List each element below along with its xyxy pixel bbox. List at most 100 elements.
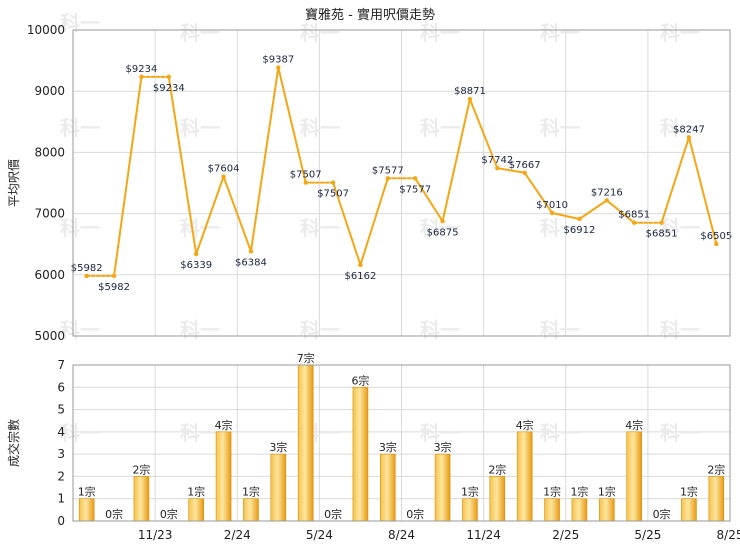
line-point[interactable]: [139, 74, 144, 80]
line-point[interactable]: [111, 273, 117, 279]
line-segment: [578, 199, 608, 220]
bar[interactable]: [133, 476, 150, 522]
watermark-text: 科一: [180, 318, 220, 342]
line-point[interactable]: [358, 262, 363, 268]
line-point[interactable]: [577, 216, 582, 222]
top-y-tick-label: 5000: [34, 329, 65, 343]
watermark-text: 科一: [420, 216, 460, 240]
watermark-text: 科一: [180, 421, 220, 445]
bottom-y-tick-label: 1: [57, 492, 65, 506]
line-value-label: $6912: [564, 225, 596, 236]
bar[interactable]: [489, 476, 506, 522]
line-point[interactable]: [686, 135, 692, 140]
watermark-text: 科一: [60, 116, 100, 140]
x-tick-label: 2/25: [552, 528, 579, 542]
bar[interactable]: [434, 453, 451, 522]
watermark-text: 科一: [180, 216, 220, 240]
bar[interactable]: [380, 453, 396, 522]
bottom-y-tick-label: 2: [57, 469, 65, 483]
bar-value-label: 2宗: [488, 462, 506, 476]
line-point[interactable]: [330, 180, 336, 185]
x-tick-label: 11/23: [138, 528, 173, 542]
bottom-y-tick-label: 4: [57, 425, 65, 439]
line-segment: [277, 66, 307, 184]
line-point[interactable]: [193, 251, 199, 257]
bottom-y-tick-label: 5: [57, 403, 65, 417]
line-point[interactable]: [412, 176, 418, 181]
bar-value-label: 4宗: [625, 418, 643, 432]
line-segment: [660, 136, 690, 224]
line-point[interactable]: [522, 170, 527, 175]
bar[interactable]: [188, 498, 204, 522]
chart-title: 寶雅苑 - 實用呎價走勢: [305, 7, 435, 23]
line-value-label: $7604: [208, 164, 240, 175]
line-value-label: $6384: [235, 257, 267, 268]
bar[interactable]: [544, 498, 560, 522]
x-tick-label: 2/24: [224, 528, 251, 542]
bar-value-label: 1宗: [570, 485, 588, 499]
bar[interactable]: [352, 386, 369, 522]
bar-value-label: 0宗: [406, 507, 424, 521]
line-point[interactable]: [276, 65, 281, 70]
line-value-label: $6875: [427, 227, 459, 238]
line-point[interactable]: [467, 96, 473, 102]
x-tick-label: 8/25: [717, 528, 740, 542]
line-value-label: $6339: [180, 260, 212, 271]
line-point[interactable]: [604, 198, 610, 203]
line-value-label: $7507: [317, 189, 349, 200]
top-plot-frame: [72, 29, 731, 337]
bar[interactable]: [681, 498, 697, 522]
x-tick-label: 5/25: [634, 528, 661, 542]
watermark-text: 科一: [300, 116, 340, 140]
line-point[interactable]: [221, 174, 226, 179]
bar[interactable]: [626, 431, 642, 522]
line-value-label: $8871: [454, 86, 486, 97]
top-y-axis-label: 平均呎價: [7, 159, 21, 207]
bar[interactable]: [462, 498, 478, 522]
line-point[interactable]: [303, 180, 308, 185]
line-segment: [249, 66, 280, 253]
watermark-text: 科一: [540, 216, 580, 240]
line-point[interactable]: [440, 219, 445, 224]
line-point[interactable]: [166, 74, 172, 80]
line-segment: [687, 136, 718, 245]
bar[interactable]: [297, 364, 314, 522]
bottom-plot-frame: [72, 364, 731, 522]
bar-value-label: 3宗: [379, 440, 397, 454]
bar-value-label: 0宗: [105, 507, 123, 521]
line-point[interactable]: [631, 220, 637, 225]
bar-value-label: 1宗: [78, 485, 96, 499]
bar[interactable]: [599, 498, 615, 522]
bottom-y-tick-label: 7: [57, 358, 65, 372]
bar-value-label: 1宗: [598, 485, 616, 499]
bar-value-label: 2宗: [707, 462, 725, 476]
bar[interactable]: [708, 476, 725, 522]
line-point[interactable]: [248, 249, 254, 254]
top-y-tick-label: 8000: [34, 145, 65, 159]
watermark-text: 科一: [60, 421, 100, 445]
bar-value-label: 4宗: [516, 418, 534, 432]
bar[interactable]: [571, 498, 588, 522]
line-value-label: $7577: [372, 165, 404, 176]
line-point[interactable]: [84, 273, 89, 279]
line-value-label: $7507: [290, 170, 322, 181]
line-segment: [551, 211, 581, 220]
line-point[interactable]: [385, 176, 391, 181]
watermark-text: 科一: [60, 318, 100, 342]
bar[interactable]: [215, 431, 232, 522]
bottom-y-axis-label: 成交宗數: [6, 419, 21, 467]
line-value-label: $6505: [700, 231, 732, 242]
line-value-label: $6162: [345, 271, 377, 282]
line-point[interactable]: [549, 210, 555, 216]
bar[interactable]: [78, 498, 95, 522]
bar[interactable]: [270, 453, 287, 522]
bar[interactable]: [243, 498, 259, 522]
bar[interactable]: [516, 431, 533, 522]
line-point[interactable]: [659, 220, 664, 225]
bar-value-label: 2宗: [132, 462, 150, 476]
x-tick-label: 5/24: [306, 528, 333, 542]
line-value-label: $7216: [591, 187, 623, 198]
line-point[interactable]: [495, 165, 500, 171]
line-point[interactable]: [714, 241, 719, 247]
